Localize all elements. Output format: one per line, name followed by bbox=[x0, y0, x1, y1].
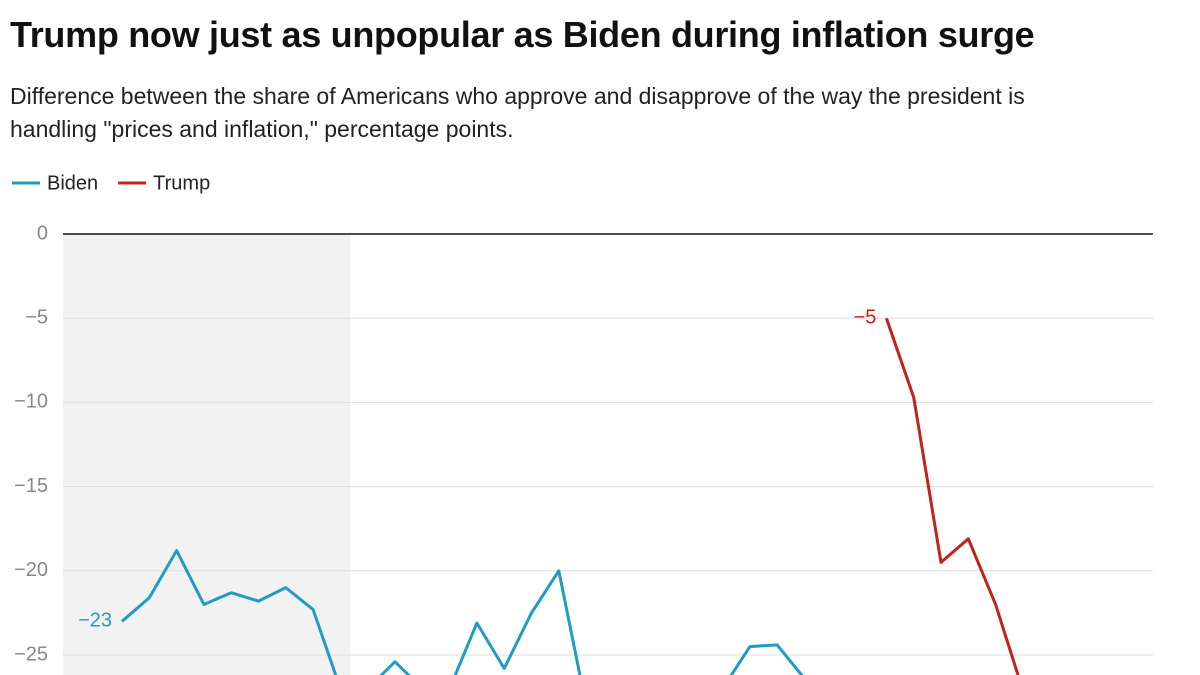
value-label: −23 bbox=[78, 610, 112, 632]
legend-label: Biden bbox=[47, 172, 98, 194]
series-line bbox=[121, 549, 804, 675]
legend-label: Trump bbox=[153, 172, 210, 194]
y-tick-label: −5 bbox=[25, 306, 48, 328]
y-tick-label: 0 bbox=[37, 222, 48, 244]
value-label: −5 bbox=[854, 306, 877, 328]
series-line bbox=[884, 317, 1020, 675]
plot-area bbox=[121, 317, 1020, 675]
y-tick-label: −25 bbox=[14, 643, 48, 665]
y-tick-label: −15 bbox=[14, 475, 48, 497]
y-tick-label: −10 bbox=[14, 391, 48, 413]
chart-subtitle: Difference between the share of American… bbox=[10, 83, 1025, 142]
chart-title: Trump now just as unpopular as Biden dur… bbox=[10, 14, 1035, 55]
y-tick-label: −20 bbox=[14, 559, 48, 581]
